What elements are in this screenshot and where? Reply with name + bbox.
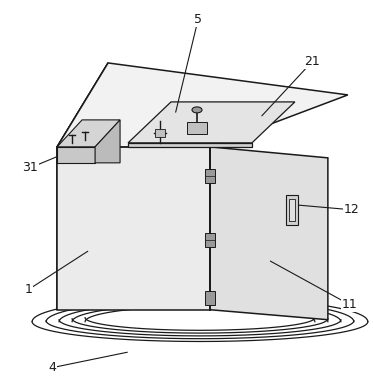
Text: 5: 5 bbox=[194, 14, 202, 26]
Bar bbox=[205, 233, 215, 247]
Polygon shape bbox=[57, 147, 210, 310]
Polygon shape bbox=[57, 63, 348, 147]
Bar bbox=[286, 195, 298, 225]
Text: 1: 1 bbox=[24, 283, 32, 296]
Polygon shape bbox=[128, 143, 252, 147]
Bar bbox=[155, 129, 165, 137]
Bar bbox=[205, 169, 215, 183]
Text: 12: 12 bbox=[344, 203, 360, 216]
Polygon shape bbox=[128, 102, 295, 143]
Polygon shape bbox=[57, 63, 108, 310]
Polygon shape bbox=[95, 120, 120, 163]
Polygon shape bbox=[210, 147, 328, 320]
Ellipse shape bbox=[192, 107, 202, 113]
Polygon shape bbox=[57, 147, 95, 163]
Text: 21: 21 bbox=[304, 55, 320, 68]
Bar bbox=[187, 122, 207, 134]
Text: 11: 11 bbox=[342, 298, 358, 311]
Bar bbox=[289, 199, 295, 221]
Text: 31: 31 bbox=[22, 161, 38, 174]
Bar bbox=[205, 291, 215, 305]
Text: 4: 4 bbox=[48, 361, 56, 374]
Polygon shape bbox=[57, 120, 120, 147]
Polygon shape bbox=[57, 63, 108, 310]
